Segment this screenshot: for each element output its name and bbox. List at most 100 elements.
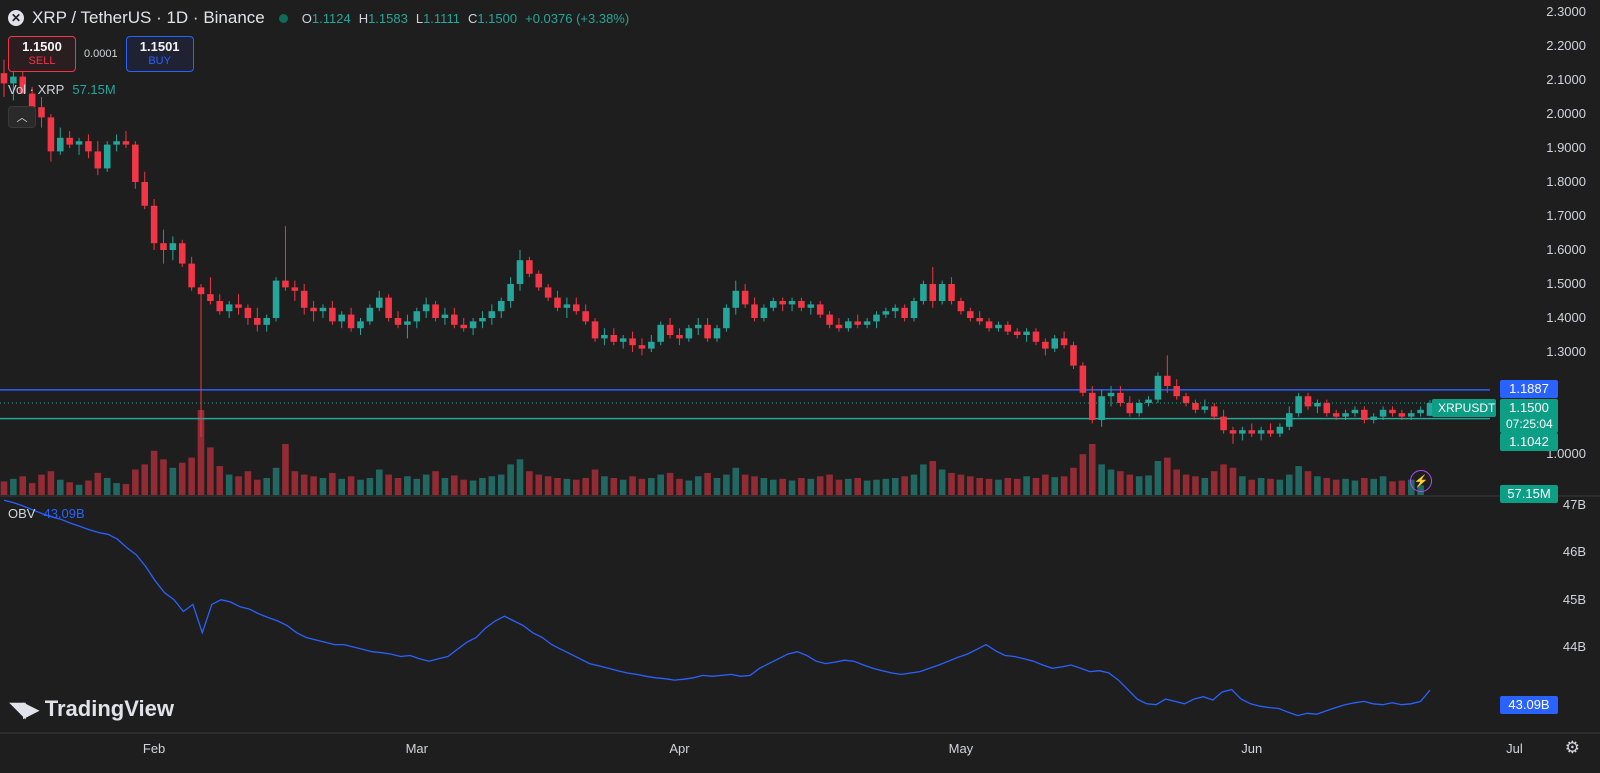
volume-bar	[1304, 471, 1312, 495]
candle-body	[995, 324, 1002, 329]
high-value: 1.1583	[368, 10, 408, 26]
candle-body	[329, 307, 336, 322]
gear-icon[interactable]: ⚙	[1564, 738, 1580, 757]
volume-bar	[694, 476, 702, 495]
obv-label: OBV	[8, 506, 36, 521]
lightning-icon[interactable]: ⚡	[1410, 470, 1432, 492]
volume-bar	[929, 461, 937, 495]
candle-body	[1295, 396, 1302, 414]
volume-bar	[770, 479, 777, 495]
candle-body	[432, 304, 439, 318]
volume-bar	[1004, 478, 1012, 495]
candle-body	[535, 273, 543, 288]
volume-bar	[422, 474, 430, 495]
last-price-tag[interactable]: 1.1500	[1500, 399, 1558, 417]
candle-body	[854, 321, 862, 325]
price-tick-label: 2.1000	[1546, 72, 1586, 87]
candle-body	[394, 318, 402, 325]
volume-bar	[310, 476, 317, 495]
candle-body	[779, 301, 786, 305]
volume-bar	[835, 479, 843, 495]
volume-bar	[1032, 478, 1040, 495]
candle-body	[1332, 413, 1340, 417]
candle-body	[873, 314, 880, 322]
volume-bar	[1379, 476, 1387, 495]
volume-bar	[572, 479, 580, 495]
volume-bar	[816, 476, 824, 495]
candle-body	[1182, 396, 1190, 403]
candle-body	[169, 243, 177, 250]
volume-bar	[1361, 478, 1368, 495]
candle-body	[1098, 396, 1105, 420]
volume-bar	[347, 476, 355, 495]
candle-body	[601, 335, 608, 339]
volume-bar	[1295, 466, 1302, 495]
volume-bar	[741, 474, 749, 495]
candle-body	[422, 304, 430, 312]
symbol-title[interactable]: XRP / TetherUS · 1D · Binance	[32, 8, 265, 27]
resistance-level-tag[interactable]: 1.1887	[1500, 380, 1558, 398]
volume-bar	[732, 467, 740, 495]
candle-body	[488, 311, 496, 318]
candle-body	[563, 304, 571, 308]
candle-body	[788, 301, 796, 305]
volume-bar	[1126, 474, 1134, 495]
candle-body	[516, 260, 524, 284]
volume-bar	[497, 474, 505, 495]
volume-bar	[66, 482, 73, 495]
candle-body	[310, 307, 317, 312]
volume-bar	[610, 478, 618, 495]
high-label: H	[358, 10, 369, 26]
obv-tick-label: 47B	[1562, 497, 1586, 512]
volume-bar	[207, 447, 214, 495]
buy-button[interactable]: 1.1501 BUY	[125, 36, 194, 72]
volume-tag[interactable]: 57.15M	[1500, 485, 1558, 503]
candle-body	[207, 294, 214, 301]
candle-body	[1314, 403, 1321, 407]
collapse-legend-button[interactable]: ︿	[8, 106, 36, 128]
volume-bar	[1135, 476, 1143, 495]
market-status-icon[interactable]	[278, 13, 288, 23]
candle-body	[178, 243, 186, 264]
candle-body	[197, 287, 205, 295]
volume-legend[interactable]: Vol · XRP 57.15M	[8, 82, 116, 97]
obv-tick-label: 45B	[1562, 591, 1586, 607]
obv-tag[interactable]: 43.09B	[1500, 696, 1558, 714]
candle-body	[610, 335, 618, 342]
tradingview-watermark[interactable]: ◥▶ TradingView	[10, 696, 174, 722]
volume-bar	[160, 459, 167, 495]
volume-bar	[723, 474, 730, 495]
price-tick-label: 1.4000	[1546, 310, 1586, 325]
volume-bar	[1070, 467, 1077, 495]
candle-body	[1210, 406, 1218, 417]
candle-body	[882, 311, 890, 315]
volume-bar	[629, 476, 636, 495]
volume-bar	[1173, 469, 1180, 495]
volume-bar	[432, 471, 439, 495]
ohlc-values: O1.1124 H1.1583 L1.1111 C1.1500 +0.0376 …	[302, 11, 629, 26]
obv-legend[interactable]: OBV 43.09B	[8, 506, 85, 521]
candle-body	[216, 301, 224, 312]
candle-body	[1342, 413, 1349, 417]
volume-bar	[319, 478, 327, 495]
volume-bar	[178, 462, 186, 495]
symbol-tag[interactable]: XRPUSDT	[1432, 399, 1496, 417]
low-label: L	[415, 10, 424, 26]
price-tick-label: 1.8000	[1546, 174, 1586, 189]
volume-bar	[1013, 478, 1021, 495]
volume-bar	[648, 478, 655, 495]
volume-bar	[854, 478, 862, 495]
candle-body	[385, 297, 392, 318]
tradingview-logo-icon: ◥▶	[10, 698, 39, 721]
candle-body	[835, 324, 843, 329]
candle-body	[1192, 403, 1199, 410]
volume-bar	[1389, 481, 1396, 495]
candle-body	[976, 318, 983, 322]
support-level-tag[interactable]: 1.1042	[1500, 433, 1558, 451]
volume-bar	[985, 478, 993, 495]
volume-bar	[254, 479, 261, 495]
sell-button[interactable]: 1.1500 SELL	[8, 36, 76, 72]
volume-bar	[235, 476, 242, 495]
